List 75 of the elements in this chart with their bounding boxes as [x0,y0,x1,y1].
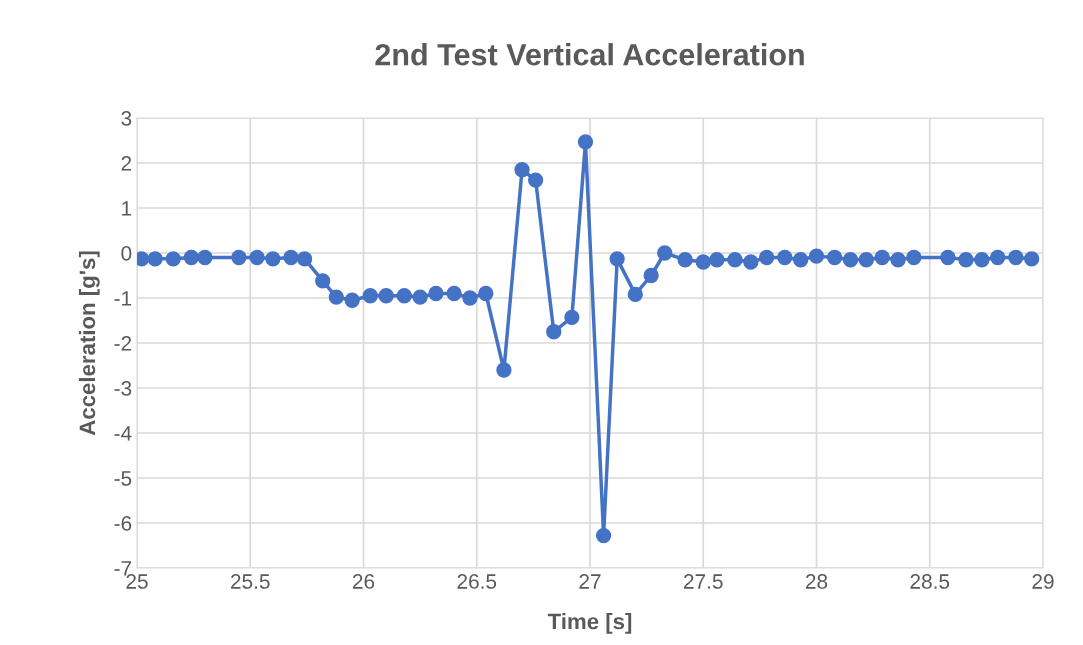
point [577,134,594,150]
x-tick-label: 27.5 [684,574,723,589]
point [528,172,544,188]
x-tick-label: 25 [126,574,148,589]
point [595,527,612,544]
point [906,249,922,266]
point [378,288,394,304]
point [514,162,530,178]
point [546,324,562,340]
point [428,285,444,302]
chart-title: 2nd Test Vertical Acceleration [375,43,804,66]
point [793,252,809,268]
point [328,289,344,305]
point [315,273,331,289]
x-tick-label: 29 [1032,574,1054,589]
point [777,249,793,266]
point [147,251,163,267]
point [265,251,281,267]
point [478,285,494,302]
point [643,267,659,284]
point [165,251,181,267]
x-tick-label: 26 [352,574,375,589]
point [890,252,906,268]
point [695,254,711,270]
point [940,249,956,266]
point [858,252,874,268]
point [197,249,213,266]
point [743,254,759,270]
y-tick-label: -4 [114,426,132,441]
y-tick-label: -3 [114,381,132,396]
point [1024,251,1040,267]
point [958,252,974,268]
point [609,251,625,267]
y-axis-title: Acceleration [g's] [78,251,100,436]
y-tick-label: -5 [114,471,132,486]
point [396,288,412,304]
point [842,252,859,268]
x-tick-label: 25.5 [231,574,270,589]
point [759,249,775,266]
x-tick-label: 28 [805,574,828,589]
point [709,252,725,268]
point [462,290,478,306]
point [249,249,265,266]
point [826,249,843,266]
y-tick-label: -7 [114,561,132,576]
point [496,362,512,378]
point [283,249,299,266]
point [564,309,580,325]
point [362,288,378,304]
point [974,252,990,268]
point [446,285,462,302]
y-tick-label: -6 [114,516,132,531]
x-tick-label: 28.5 [910,574,950,589]
point [677,252,693,268]
point [874,249,890,266]
x-tick-label: 26.5 [457,574,497,589]
point [412,289,428,305]
point [296,251,313,267]
y-tick-label: 3 [121,111,132,126]
y-tick-label: -1 [114,291,132,306]
point [990,249,1006,266]
y-tick-label: -2 [114,336,132,351]
x-axis-title: Time [s] [547,613,632,634]
y-tick-label: 2 [121,156,132,171]
point [727,252,743,268]
y-tick-label: 0 [121,246,132,261]
point [627,286,643,303]
point [808,248,825,264]
point [1008,249,1024,266]
point [657,245,673,261]
x-tick-label: 27 [579,574,601,589]
point [344,292,360,308]
y-tick-label: 1 [122,201,132,216]
point [231,249,247,266]
point [183,249,199,266]
